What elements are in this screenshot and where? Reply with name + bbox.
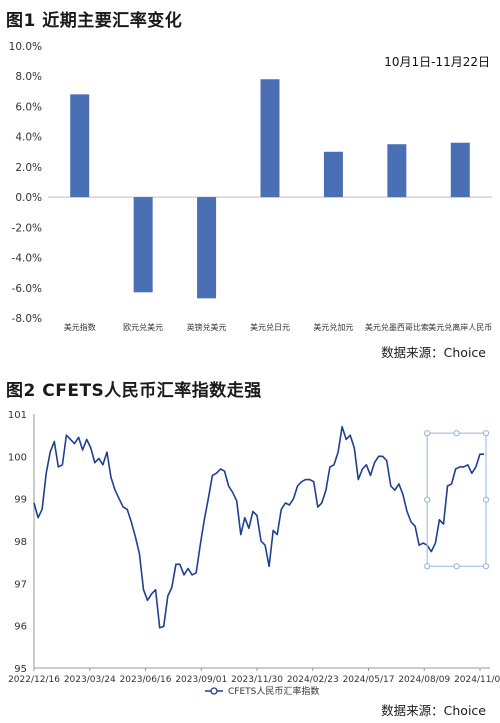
fig1-source: 数据来源：Choice	[381, 345, 486, 360]
fig1-bar-chart: -8.0% -6.0% -4.0% -2.0% 0.0% 2.0% 4.0% 6.0% 8.0%…	[9, 41, 493, 332]
x-category-label: 美元兑墨西哥比索	[365, 322, 429, 332]
x-tick-label: 2023/11/30	[231, 675, 283, 685]
y-tick-label: -2.0%	[12, 222, 42, 234]
bar	[260, 79, 280, 198]
highlight-handle	[424, 430, 431, 437]
y-tick-label: 96	[14, 622, 27, 633]
legend-marker	[210, 687, 218, 695]
bar	[323, 151, 343, 198]
bar	[197, 197, 217, 299]
bar	[387, 144, 407, 198]
x-tick-label: 2024/11/01	[454, 675, 500, 685]
bar	[450, 142, 470, 198]
x-tick-label: 2023/09/01	[175, 675, 227, 685]
y-tick-label: 95	[14, 664, 27, 675]
y-tick-label: 6.0%	[15, 101, 42, 113]
x-category-label: 美元兑日元	[250, 322, 290, 332]
x-tick-label: 2024/05/17	[343, 675, 395, 685]
x-tick-label: 2024/02/23	[287, 675, 339, 685]
highlight-handle	[424, 563, 431, 570]
y-tick-label: -6.0%	[12, 283, 42, 295]
y-tick-label: -8.0%	[12, 313, 42, 325]
x-category-label: 美元兑加元	[313, 322, 353, 332]
recent-period-highlight-box	[426, 432, 487, 567]
fig2-title: 图2 CFETS人民币汇率指数走强	[6, 381, 262, 401]
fig1-title: 图1 近期主要汇率变化	[6, 11, 183, 31]
y-tick-label: 98	[14, 537, 27, 548]
y-tick-label: 8.0%	[15, 71, 42, 83]
bar	[133, 197, 153, 293]
fig2-line-chart: 95 96 97 98 99 100 101 2022/12/16 2023/03/24 2023…	[8, 410, 500, 697]
x-tick-label: 2024/08/09	[398, 675, 450, 685]
y-tick-label: 97	[14, 579, 27, 590]
highlight-handle	[482, 563, 490, 570]
legend-label: CFETS人民币汇率指数	[228, 685, 319, 697]
y-tick-label: -4.0%	[12, 253, 42, 265]
x-category-label: 欧元兑美元	[123, 322, 163, 332]
date-range-annotation: 10月1日-11月22日	[384, 55, 490, 69]
series-line-cfets	[33, 425, 484, 629]
x-tick-label: 2023/03/24	[64, 675, 116, 685]
fig2-source: 数据来源：Choice	[381, 703, 486, 718]
y-tick-label: 2.0%	[15, 162, 42, 174]
y-tick-label: 99	[14, 495, 27, 506]
highlight-handle	[482, 496, 490, 503]
x-tick-label: 2023/06/16	[120, 675, 172, 685]
y-tick-label: 10.0%	[9, 41, 42, 53]
highlight-handle	[453, 563, 460, 570]
x-category-label: 英镑兑美元	[187, 322, 227, 332]
highlight-handle	[482, 430, 490, 437]
bar	[70, 94, 90, 198]
x-category-label: 美元兑离岸人民币	[428, 322, 492, 332]
y-tick-label: 100	[8, 452, 27, 463]
x-category-label: 美元指数	[64, 322, 96, 332]
y-tick-label: 0.0%	[15, 192, 42, 204]
x-tick-label: 2022/12/16	[8, 675, 60, 685]
highlight-handle	[424, 496, 431, 503]
highlight-handle	[453, 430, 460, 437]
y-tick-label: 4.0%	[15, 132, 42, 144]
y-tick-label: 101	[8, 410, 27, 421]
